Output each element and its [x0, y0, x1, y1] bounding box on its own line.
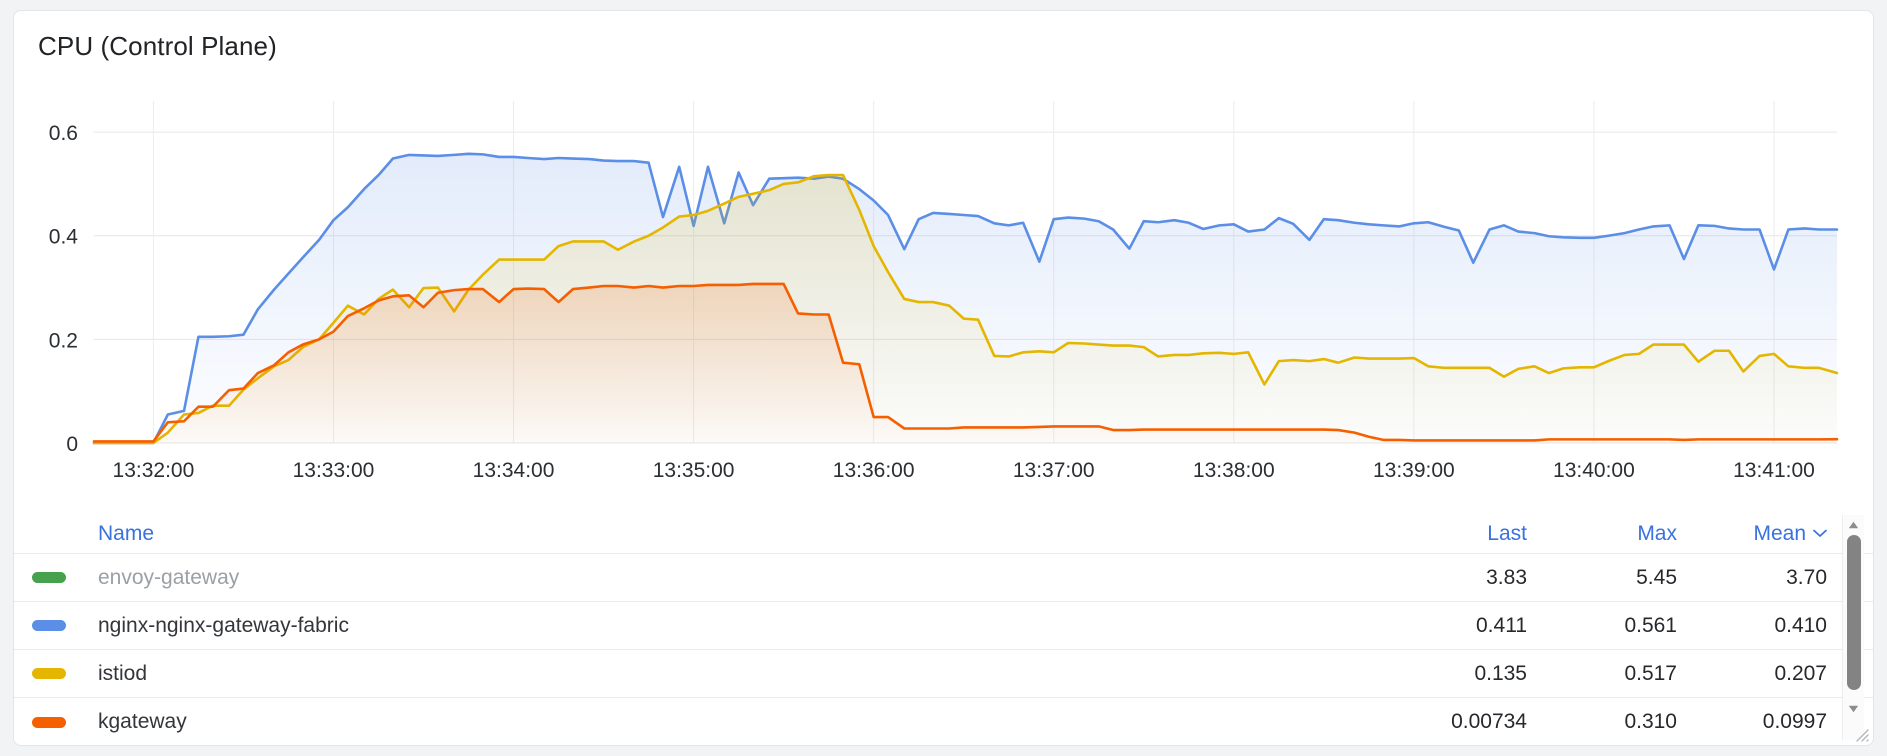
- series-color-swatch: [32, 668, 66, 679]
- legend-header-row: Name Last Max Mean: [14, 515, 1873, 553]
- series-name-label: nginx-nginx-gateway-fabric: [98, 613, 349, 637]
- page-title: CPU (Control Plane): [38, 31, 277, 61]
- series-name-label: istiod: [98, 661, 148, 685]
- chevron-down-icon: [1813, 520, 1827, 544]
- series-last-value: 0.135: [1474, 661, 1527, 685]
- series-mean-value: 3.70: [1786, 565, 1827, 589]
- series-mean-value: 0.207: [1774, 661, 1827, 685]
- x-axis-tick-label: 13:41:00: [1733, 459, 1815, 482]
- series-mean-value: 0.0997: [1762, 710, 1827, 733]
- scrollbar-thumb[interactable]: [1847, 535, 1861, 690]
- y-axis-tick-label: 0.4: [49, 226, 79, 249]
- series-line-kgateway[interactable]: [92, 282, 1839, 443]
- legend-row[interactable]: envoy-gateway 3.83 5.45 3.70: [14, 554, 1873, 602]
- column-header-mean[interactable]: Mean: [1677, 522, 1827, 546]
- series-area-kgateway: [94, 283, 1837, 443]
- series-max-value: 0.310: [1624, 710, 1677, 733]
- x-axis-tick-label: 13:37:00: [1013, 459, 1095, 482]
- chart-svg[interactable]: 0 0.2 0.4 0.6 13:32:00 13:33:00 13:34:00 13:35:…: [14, 83, 1874, 515]
- series-name-label: kgateway: [98, 710, 187, 733]
- series-name-label: envoy-gateway: [98, 565, 240, 589]
- series-color-swatch: [32, 620, 66, 631]
- column-header-mean-label: Mean: [1753, 522, 1806, 545]
- x-axis-tick-label: 13:34:00: [473, 459, 555, 482]
- y-axis-tick-label: 0: [66, 433, 78, 456]
- series-legend-table: Name Last Max Mean envoy-gateway 3.83 5.45…: [14, 515, 1873, 745]
- series-last-value: 0.411: [1476, 613, 1527, 637]
- series-line-nginx-nginx-gateway-fabric[interactable]: [92, 152, 1839, 445]
- y-axis-tick-label: 0.6: [49, 122, 78, 145]
- legend-row[interactable]: nginx-nginx-gateway-fabric 0.411 0.561 0.41…: [14, 602, 1873, 650]
- series-mean-value: 0.410: [1774, 613, 1827, 637]
- x-axis-tick-label: 13:39:00: [1373, 459, 1455, 482]
- legend-rows-container: envoy-gateway 3.83 5.45 3.70 nginx-nginx-gat…: [14, 553, 1873, 745]
- column-header-max[interactable]: Max: [1637, 522, 1677, 545]
- y-axis-tick-label: 0.2: [49, 329, 78, 352]
- x-axis-tick-label: 13:36:00: [833, 459, 915, 482]
- series-max-value: 0.561: [1624, 613, 1677, 637]
- scroll-up-arrow-icon[interactable]: [1843, 516, 1864, 533]
- x-axis-tick-label: 13:33:00: [293, 459, 375, 482]
- series-max-value: 0.517: [1624, 661, 1677, 685]
- cpu-control-plane-panel: CPU (Control Plane) 0 0.2 0.4 0.6 13:32:00 13…: [13, 10, 1874, 746]
- x-axis-tick-label: 13:32:00: [113, 459, 195, 482]
- x-axis-tick-label: 13:35:00: [653, 459, 735, 482]
- legend-scrollbar[interactable]: [1842, 515, 1864, 740]
- series-max-value: 5.45: [1636, 565, 1677, 589]
- legend-row[interactable]: istiod 0.135 0.517 0.207: [14, 650, 1873, 698]
- panel-resize-handle[interactable]: [1851, 724, 1869, 742]
- series-last-value: 0.00734: [1451, 710, 1527, 733]
- series-color-swatch: [32, 572, 66, 583]
- x-axis-tick-label: 13:38:00: [1193, 459, 1275, 482]
- column-header-name[interactable]: Name: [98, 522, 155, 545]
- column-header-last[interactable]: Last: [1487, 522, 1527, 545]
- series-last-value: 3.83: [1486, 565, 1527, 589]
- timeseries-chart[interactable]: 0 0.2 0.4 0.6 13:32:00 13:33:00 13:34:00 13:35:…: [14, 83, 1874, 515]
- series-color-swatch: [32, 716, 66, 728]
- legend-row[interactable]: kgateway 0.00734 0.310 0.0997: [14, 698, 1873, 745]
- x-axis-tick-label: 13:40:00: [1553, 459, 1635, 482]
- scroll-down-arrow-icon[interactable]: [1843, 700, 1864, 717]
